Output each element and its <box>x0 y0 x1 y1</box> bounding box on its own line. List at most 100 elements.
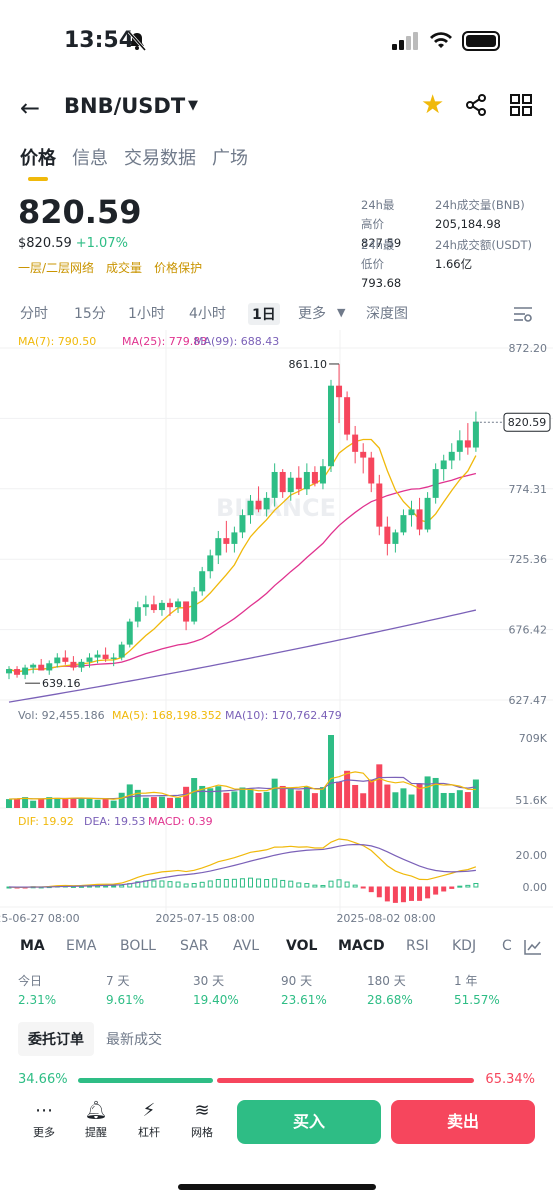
candle-body <box>191 591 198 622</box>
favorite-star-icon[interactable]: ★ <box>421 90 445 120</box>
active-tab-underline <box>28 177 48 181</box>
vol-legend-1: MA(5): 168,198.352 <box>112 709 222 722</box>
macd-tick-label: 20.00 <box>516 849 548 862</box>
ind-kdj[interactable]: KDJ <box>452 938 477 954</box>
candle-body <box>223 538 230 544</box>
volume-bar <box>38 798 45 808</box>
share-icon[interactable] <box>465 94 487 116</box>
tag-volume[interactable]: 成交量 <box>106 261 143 275</box>
macd-histogram-bar <box>312 884 318 888</box>
orderbook-tabs: 委托订单 最新成交 <box>18 1022 162 1056</box>
margin-button[interactable]: ⚡︎ 杠杆 <box>127 1098 171 1140</box>
tab-order-book[interactable]: 委托订单 <box>18 1022 94 1056</box>
bell-icon: 🔔︎ <box>84 1100 108 1121</box>
macd-histogram-bar <box>280 879 286 888</box>
volume-bar <box>191 778 198 808</box>
last-price: 820.59 <box>18 193 142 231</box>
macd-histogram-bar <box>248 877 253 888</box>
volume-bar <box>150 797 157 808</box>
macd-histogram-bar <box>199 881 205 888</box>
candle-body <box>352 434 359 452</box>
ind-ma[interactable]: MA <box>20 938 45 954</box>
ind-boll[interactable]: BOLL <box>120 938 156 954</box>
candle-body <box>368 457 375 484</box>
ma-line-0 <box>8 609 477 703</box>
tab-trading-data[interactable]: 交易数据 <box>124 148 196 169</box>
tab-square[interactable]: 广场 <box>212 148 248 169</box>
tab-price[interactable]: 价格 <box>20 148 56 169</box>
alert-button[interactable]: 🔔︎ 提醒 <box>74 1098 118 1140</box>
macd-histogram-bar <box>167 881 173 888</box>
volume-bar <box>424 776 431 808</box>
volume-bar <box>247 789 254 808</box>
grid-button[interactable]: ≋ 网格 <box>180 1098 224 1140</box>
volume-bar <box>408 794 415 808</box>
candlestick-chart[interactable]: 872.20823.26774.31725.36676.42627.47BINA… <box>0 330 553 930</box>
ind-rsi[interactable]: RSI <box>406 938 429 954</box>
tf-15m[interactable]: 15分 <box>74 306 106 322</box>
x-axis-label: 2025-06-27 08:00 <box>0 912 80 925</box>
stat-label: 24h成交额(USDT) <box>435 238 532 252</box>
macd-histogram-bar <box>433 886 439 895</box>
tag-price-protection[interactable]: 价格保护 <box>154 261 203 275</box>
ind-macd[interactable]: MACD <box>338 938 385 954</box>
candle-body <box>239 515 246 533</box>
ind-more[interactable]: C <box>502 938 512 954</box>
status-bar: 13:54 <box>0 0 553 80</box>
candle-body <box>215 538 222 556</box>
candle-body <box>440 460 447 470</box>
more-button[interactable]: ⋯ 更多 <box>22 1098 66 1140</box>
macd-histogram-bar <box>409 886 414 901</box>
volume-bar <box>6 799 12 808</box>
perf-item: 30 天 19.40% <box>193 974 239 1007</box>
candle-body <box>456 440 463 452</box>
tf-depth[interactable]: 深度图 <box>366 306 408 322</box>
candle-body <box>287 477 294 493</box>
candle-body <box>86 657 93 662</box>
ind-sar[interactable]: SAR <box>180 938 209 954</box>
section-tabs: 价格 信息 交易数据 广场 <box>20 144 264 181</box>
macd-histogram-bar <box>159 880 165 888</box>
macd-histogram-bar <box>328 880 334 888</box>
volume-bar <box>392 792 399 808</box>
ind-vol[interactable]: VOL <box>286 938 318 954</box>
stat-label: 24h最低价 <box>361 238 395 271</box>
y-tick-label: 872.20 <box>509 342 548 355</box>
macd-histogram-bar <box>457 885 463 888</box>
tf-1h[interactable]: 1小时 <box>128 306 165 322</box>
tag-layer-network[interactable]: 一层/二层网络 <box>18 261 95 275</box>
ind-ema[interactable]: EMA <box>66 938 97 954</box>
candle-body <box>247 500 254 516</box>
grid-layout-icon[interactable] <box>510 94 532 116</box>
stat-label: 24h最高价 <box>361 198 395 231</box>
candle-body <box>150 604 157 611</box>
indicator-chart-icon[interactable] <box>524 939 542 955</box>
macd-histogram-bar <box>352 884 358 888</box>
sell-button[interactable]: 卖出 <box>391 1100 535 1144</box>
tab-latest-trades[interactable]: 最新成交 <box>106 1032 162 1048</box>
cellular-signal-icon <box>392 32 418 50</box>
ma-legend-1: MA(25): 779.83 <box>122 335 207 348</box>
candle-body <box>22 667 29 675</box>
candle-body <box>175 601 182 608</box>
tab-info[interactable]: 信息 <box>72 148 108 169</box>
buy-button[interactable]: 买入 <box>237 1100 381 1144</box>
tf-4h[interactable]: 4小时 <box>189 306 226 322</box>
volume-bar <box>384 784 391 808</box>
volume-bar <box>231 791 238 808</box>
chart-settings-icon[interactable] <box>513 305 533 323</box>
back-arrow-icon[interactable]: ← <box>20 94 41 122</box>
volume-bar <box>134 789 141 808</box>
vol-legend-2: MA(10): 170,762.479 <box>225 709 342 722</box>
dropdown-triangle-icon[interactable]: ▼ <box>188 98 198 113</box>
tf-line[interactable]: 分时 <box>20 306 48 322</box>
tf-more[interactable]: 更多 <box>298 306 326 322</box>
volume-bar <box>94 799 101 808</box>
macd-histogram-bar <box>400 886 406 903</box>
tf-1d[interactable]: 1日 <box>248 303 280 325</box>
ind-avl[interactable]: AVL <box>233 938 260 954</box>
more-triangle-icon[interactable]: ▼ <box>337 306 346 319</box>
volume-bar <box>46 797 53 808</box>
volume-bar <box>472 779 479 808</box>
pair-selector[interactable]: BNB/USDT <box>64 94 186 118</box>
